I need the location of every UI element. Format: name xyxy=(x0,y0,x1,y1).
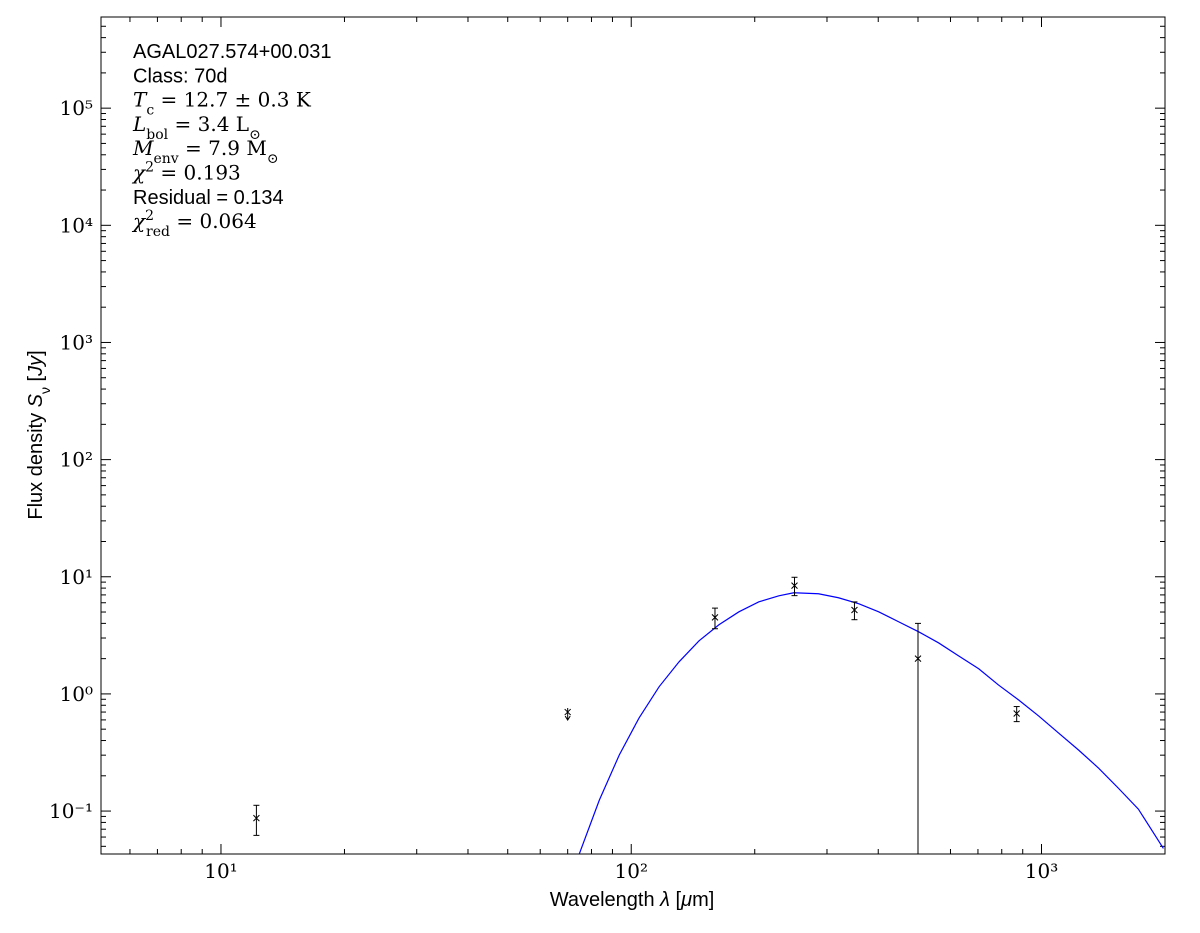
y-tick-label: 10⁻¹ xyxy=(49,799,93,823)
x-tick-label: 10¹ xyxy=(204,859,237,883)
text-segment: Wavelength xyxy=(550,889,660,911)
text-segment: ⊙ xyxy=(249,127,261,143)
text-segment: red xyxy=(146,224,170,240)
text-segment: ] xyxy=(25,350,47,356)
text-segment: T xyxy=(133,88,148,112)
text-segment: Residual = 0.134 xyxy=(133,187,284,209)
text-segment: [ xyxy=(25,375,47,387)
data-point xyxy=(1013,710,1021,717)
data-point xyxy=(253,814,260,822)
annotation: Lbol = 3.4 L⊙ xyxy=(132,112,261,143)
text-segment: = 7.9 M xyxy=(179,136,267,160)
text-segment: = 0.064 xyxy=(170,209,257,233)
text-segment: ν xyxy=(37,387,53,394)
text-segment: = 12.7 ± 0.3 K xyxy=(154,88,312,112)
text-segment: = 0.193 xyxy=(154,161,241,185)
annotation: χ2 = 0.193 xyxy=(131,160,241,185)
y-axis-label: Flux density Sν [Jy] xyxy=(25,350,53,519)
data-point xyxy=(791,582,798,589)
text-segment: AGAL027.574+00.031 xyxy=(133,41,332,63)
text-segment: L xyxy=(132,112,146,136)
text-segment: χ xyxy=(131,161,147,185)
data-point xyxy=(711,614,719,621)
y-tick-label: 10⁴ xyxy=(60,213,93,237)
x-axis-label: Wavelength λ [μm] xyxy=(550,889,715,911)
annotation: Menv = 7.9 M⊙ xyxy=(132,136,279,167)
text-segment: ⊙ xyxy=(267,151,279,167)
text-segment: [ xyxy=(670,889,682,911)
y-tick-label: 10² xyxy=(60,448,93,472)
y-tick-label: 10⁰ xyxy=(60,682,93,706)
plot-frame xyxy=(100,16,1166,855)
annotation: AGAL027.574+00.031 xyxy=(133,41,332,63)
text-segment: Class: 70d xyxy=(133,65,228,87)
y-tick-label: 10¹ xyxy=(60,565,93,589)
text-segment: env xyxy=(153,151,178,167)
text-segment: M xyxy=(132,136,154,160)
data-point xyxy=(851,606,858,614)
text-segment: Jy xyxy=(25,355,47,377)
text-segment: μ xyxy=(680,889,692,911)
text-segment: 2 xyxy=(145,208,154,224)
y-tick-label: 10³ xyxy=(60,330,93,354)
annotation: Residual = 0.134 xyxy=(133,187,284,209)
annotation: Tc = 12.7 ± 0.3 K xyxy=(133,88,312,119)
data-point xyxy=(914,655,922,662)
text-segment: c xyxy=(146,103,154,119)
x-tick-label: 10³ xyxy=(1025,859,1058,883)
annotation: Class: 70d xyxy=(133,65,228,87)
text-segment: = 3.4 L xyxy=(168,112,249,136)
text-segment: bol xyxy=(146,127,168,143)
annotation: χ2 red = 0.064 xyxy=(131,208,257,240)
text-segment: 2 xyxy=(145,160,154,176)
y-tick-label: 10⁵ xyxy=(60,96,93,120)
x-tick-label: 10² xyxy=(615,859,648,883)
model-curve xyxy=(578,592,1164,854)
text-segment: S xyxy=(25,393,47,407)
text-segment: m] xyxy=(692,889,714,911)
upper-limit xyxy=(564,708,572,722)
text-segment: Flux density xyxy=(25,407,47,519)
text-segment: χ xyxy=(131,209,147,233)
text-segment: λ xyxy=(659,889,670,911)
